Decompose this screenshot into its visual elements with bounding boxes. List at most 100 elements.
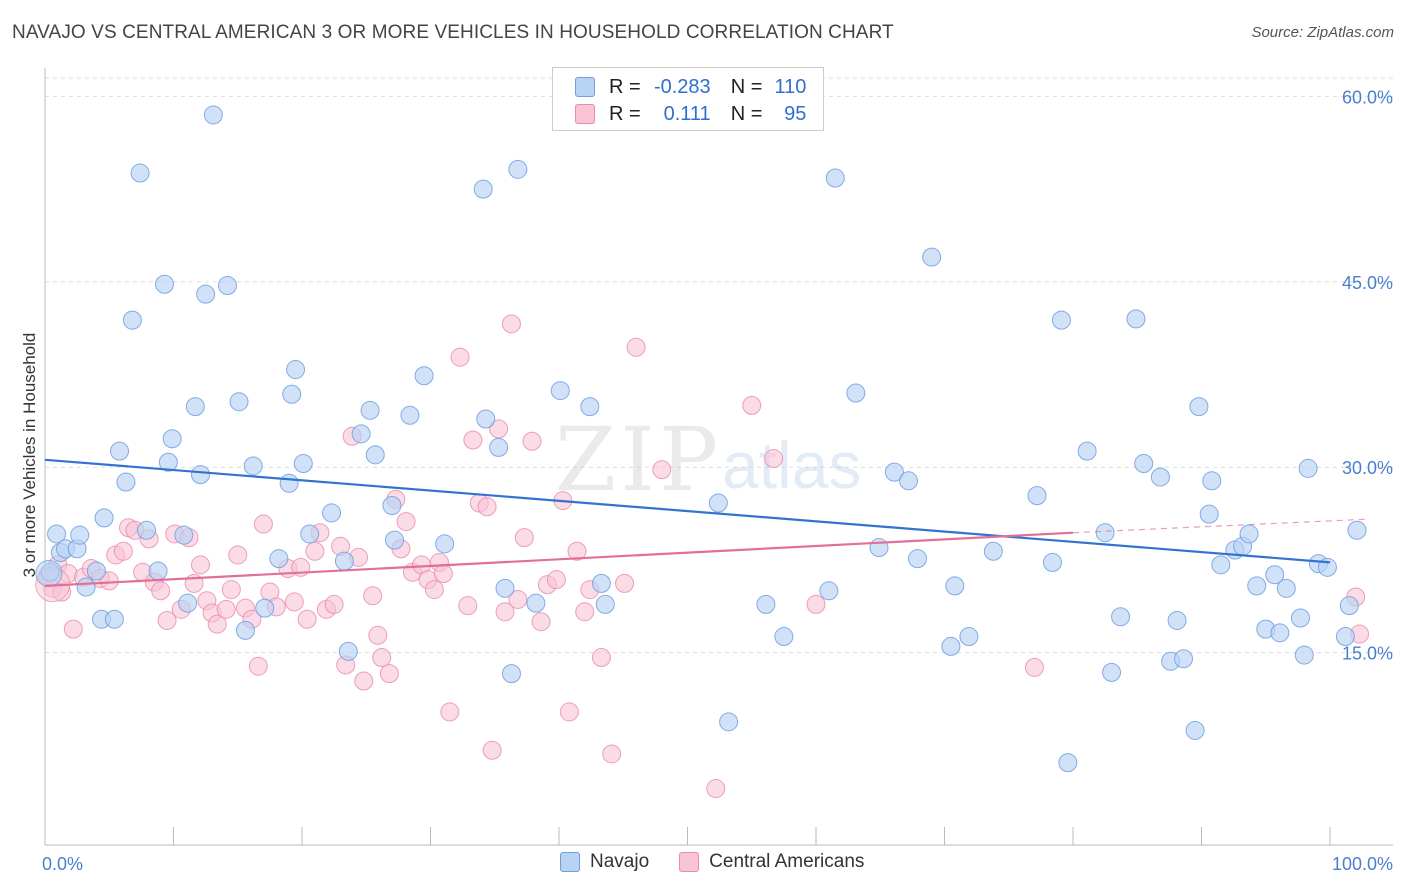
central-americans-point (706, 779, 726, 799)
navajo-point (550, 381, 570, 401)
navajo-point (819, 581, 839, 601)
navajo-point (243, 456, 263, 476)
legend-label-navajo: Navajo (590, 851, 650, 872)
central-americans-point (248, 656, 268, 676)
navajo-point (255, 598, 275, 618)
navajo-point (501, 664, 521, 684)
central-americans-point (567, 541, 587, 561)
navajo-point (1276, 578, 1296, 598)
central-americans-point (297, 609, 317, 629)
navajo-trend-line (44, 458, 1331, 564)
navajo-point (719, 712, 739, 732)
central-americans-point (372, 648, 392, 668)
central-americans-point (501, 314, 521, 334)
central-americans-point (440, 702, 460, 722)
navajo-point (1185, 720, 1205, 740)
central-americans-point (284, 592, 304, 612)
navajo-point (1298, 458, 1318, 478)
chart-title: NAVAJO VS CENTRAL AMERICAN 3 OR MORE VEH… (12, 22, 894, 43)
navajo-point (884, 462, 904, 482)
navajo-point (130, 163, 150, 183)
navajo-point (1095, 523, 1115, 543)
central-americans-point (221, 580, 241, 600)
navajo-point (1111, 607, 1131, 627)
navajo-swatch (575, 77, 595, 97)
navajo-point (76, 577, 96, 597)
y-axis-label: 3 or more Vehicles in Household (20, 333, 39, 578)
watermark-atlas: atlas (722, 428, 861, 502)
central-americans-point (652, 460, 672, 480)
navajo-point (351, 424, 371, 444)
navajo-point (1199, 504, 1219, 524)
central-americans-point (157, 610, 177, 630)
central-americans-point (463, 430, 483, 450)
central-americans-point (216, 599, 236, 619)
central-americans-point (764, 449, 784, 469)
navajo-point (908, 549, 928, 569)
central-americans-point (602, 744, 622, 764)
navajo-point (1290, 608, 1310, 628)
central-americans-point (396, 512, 416, 532)
central-americans-point (522, 431, 542, 451)
navajo-point (1051, 310, 1071, 330)
navajo-point (1239, 524, 1259, 544)
navajo-point (190, 465, 210, 485)
legend-item-central: Central Americans (679, 851, 864, 873)
axes (44, 68, 1393, 846)
n-label: N = (730, 102, 763, 125)
navajo-point (774, 627, 794, 647)
navajo-point (869, 538, 889, 558)
central-swatch (575, 104, 595, 124)
navajo-point (385, 530, 405, 550)
navajo-point (1134, 453, 1154, 473)
central-americans-point (151, 581, 171, 601)
navajo-point (846, 383, 866, 403)
y-tick-label: 60.0% (1342, 87, 1393, 107)
navajo-point (35, 559, 63, 587)
central-swatch (679, 852, 700, 872)
navajo-point (708, 493, 728, 513)
navajo-point (1102, 662, 1122, 682)
navajo-point (945, 576, 965, 596)
central-americans-point (591, 648, 611, 668)
r-label: R = (609, 102, 641, 125)
navajo-point (1202, 471, 1222, 491)
source-label: Source: ZipAtlas.com (1251, 24, 1394, 41)
central-americans-point (99, 571, 119, 591)
y-tick-label: 15.0% (1342, 644, 1393, 664)
central-americans-point (615, 573, 635, 593)
central-americans-trend-line (44, 531, 1074, 587)
navajo-point (1347, 520, 1367, 540)
central-americans-point (806, 594, 826, 614)
navajo-point (110, 441, 130, 461)
central-americans-point (305, 541, 325, 561)
navajo-point (526, 593, 546, 613)
navajo-point (922, 247, 942, 267)
navajo-point (473, 179, 493, 199)
central-americans-point (531, 612, 551, 632)
central-americans-point (354, 671, 374, 691)
navajo-point (595, 594, 615, 614)
navajo-point (899, 471, 919, 491)
navajo-point (122, 310, 142, 330)
navajo-point (1339, 596, 1359, 616)
central-americans-point (477, 497, 497, 517)
navajo-point (580, 397, 600, 417)
navajo-point (293, 453, 313, 473)
navajo-point (1247, 576, 1267, 596)
navajo-point (137, 520, 157, 540)
legend-row-central: R = 0.111 N = 95 (575, 101, 806, 127)
navajo-point (1126, 309, 1146, 329)
navajo-point (1189, 397, 1209, 417)
central-americans-point (368, 625, 388, 645)
navajo-point (94, 508, 114, 528)
navajo-point (825, 168, 845, 188)
central-americans-point (559, 702, 579, 722)
navajo-point (162, 429, 182, 449)
central-americans-point (363, 586, 383, 606)
central-americans-point (190, 555, 210, 575)
navajo-point (1150, 467, 1170, 487)
y-tick-label: 45.0% (1342, 273, 1393, 293)
central-americans-point (324, 594, 344, 614)
